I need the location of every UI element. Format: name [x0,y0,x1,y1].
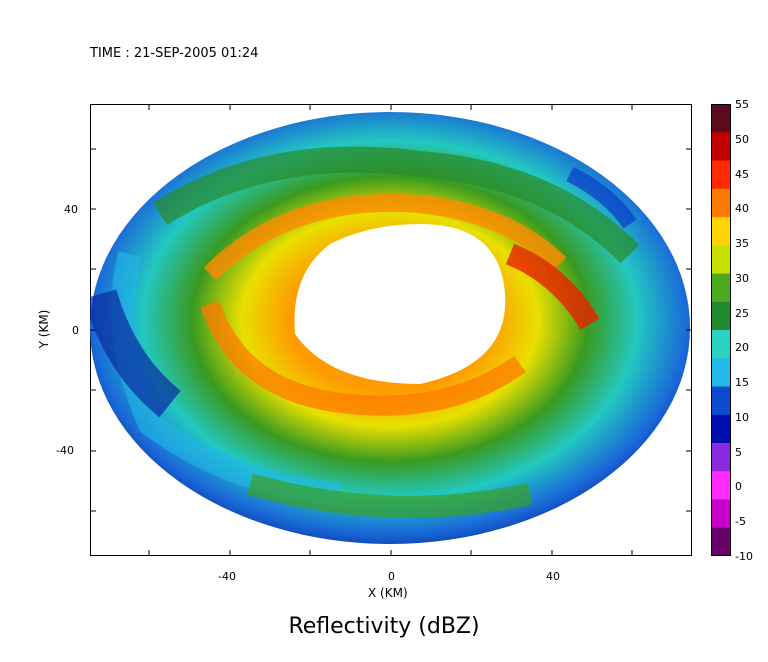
colorbar-segment [711,330,731,359]
colorbar-tick-label: 10 [735,410,749,424]
colorbar-tick-label: 35 [735,237,749,251]
colorbar-tick-label: 55 [735,98,749,111]
time-label: TIME : 21-SEP-2005 01:24 [90,46,259,61]
colorbar-tick-label: -10 [735,550,753,563]
colorbar-segment [711,188,731,218]
colorbar [711,104,731,556]
colorbar-tick-label: 40 [735,202,749,216]
colorbar-segment [711,527,731,556]
colorbar-tick-label: 30 [735,271,749,285]
y-tick-label-40: 40 [64,203,78,216]
colorbar-tick-label: 45 [735,167,749,181]
colorbar-segment [711,386,731,416]
colorbar-tick-label: -5 [735,515,746,529]
y-tick-label-0: 0 [72,324,79,337]
colorbar-segment [711,471,731,500]
colorbar-segment [711,358,731,387]
colorbar-segment [711,217,731,246]
x-tick-label-0: 0 [388,570,395,583]
colorbar-segment [711,104,731,133]
colorbar-tick-label: 5 [735,445,742,459]
y-axis-label: Y (KM) [37,309,51,349]
colorbar-segment [711,301,731,331]
colorbar-segment [711,160,731,190]
colorbar-segment [711,245,731,274]
colorbar-tick-label: 25 [735,306,749,320]
colorbar-segment [711,499,731,529]
colorbar-segment [711,414,731,444]
colorbar-frame [711,104,731,556]
colorbar-tick-label: 20 [735,341,749,355]
y-tick-label-neg40: -40 [56,444,74,457]
y-axis-ticks [90,148,692,512]
colorbar-segment [711,273,731,303]
reflectivity-field [90,112,690,544]
colorbar-segment [711,443,731,472]
x-tick-label-40: 40 [546,570,560,583]
x-tick-label-neg40: -40 [218,570,236,583]
colorbar-tick-label: 15 [735,376,749,390]
plot-area [90,104,692,556]
x-axis-ticks [148,104,633,556]
colorbar-segment [711,132,731,161]
colorbar-tick-label: 0 [735,480,742,494]
x-axis-label: X (KM) [368,586,408,600]
colorbar-tick-label: 50 [735,132,749,146]
chart-title: Reflectivity (dBZ) [288,614,480,639]
